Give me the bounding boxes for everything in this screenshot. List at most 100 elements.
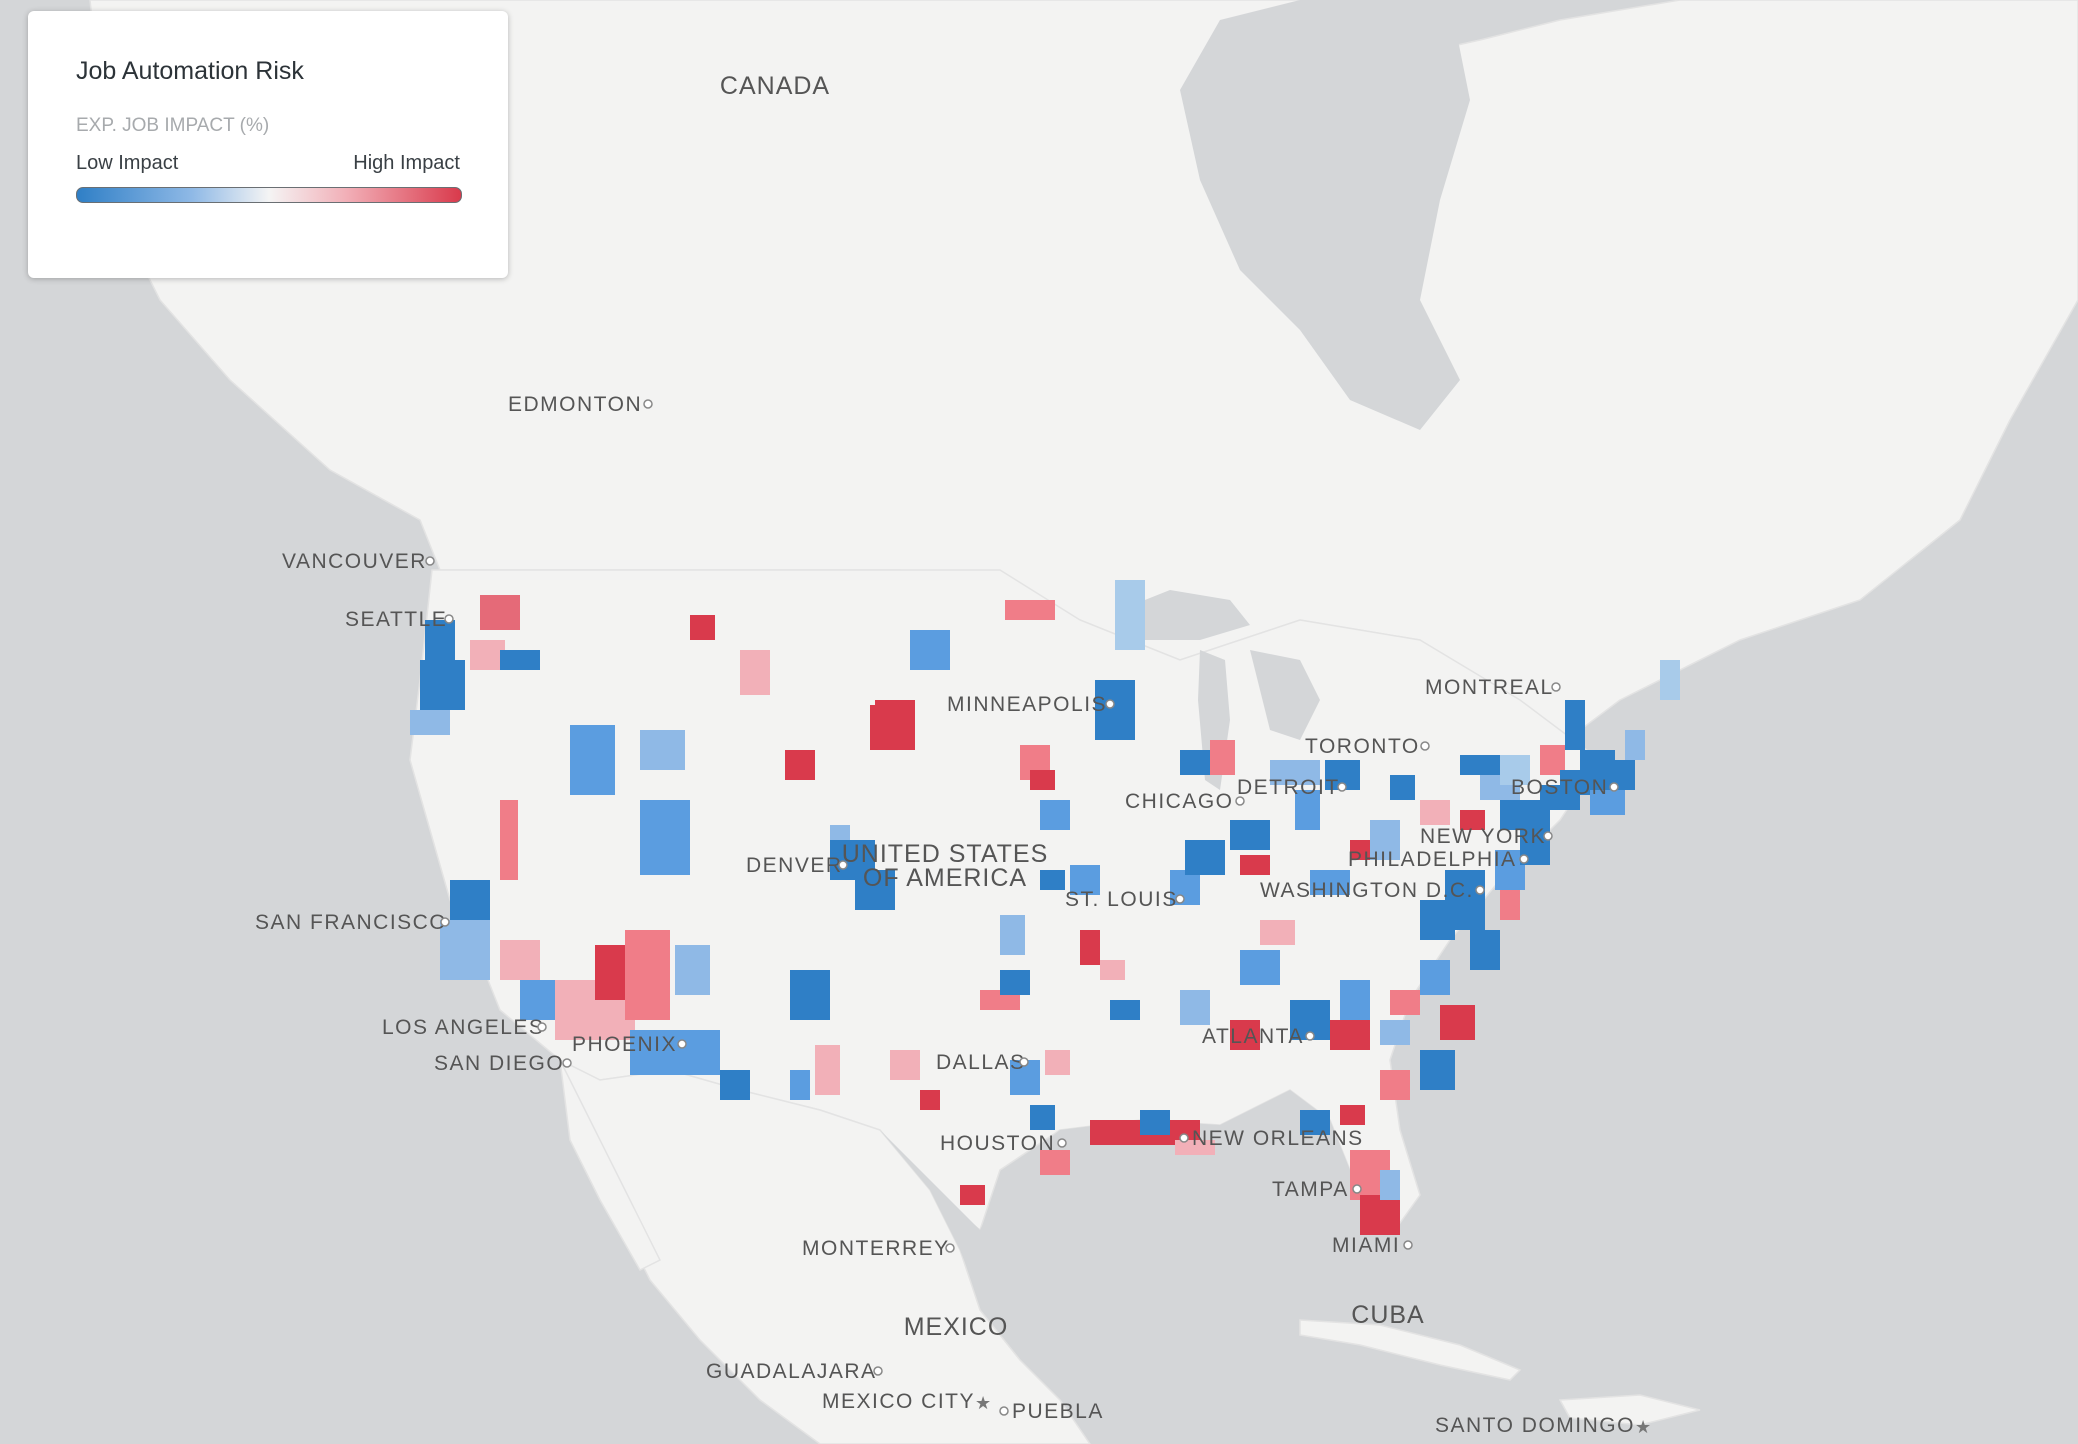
city-atlanta[interactable]: ATLANTA xyxy=(1202,1025,1315,1048)
city-guadalajara[interactable]: GUADALAJARA xyxy=(706,1360,883,1383)
city-label: MIAMI xyxy=(1332,1234,1400,1257)
region xyxy=(960,1185,985,1205)
region xyxy=(1340,1105,1365,1125)
city-toronto[interactable]: TORONTO xyxy=(1305,735,1430,758)
region xyxy=(1070,865,1100,895)
great-lakes-superior xyxy=(1120,590,1250,640)
city-san-francisco[interactable]: SAN FRANCISCO xyxy=(255,911,450,934)
city-st-louis[interactable]: ST. LOUIS xyxy=(1065,888,1185,911)
legend-high-label: High Impact xyxy=(353,152,460,174)
city-label: MINNEAPOLIS xyxy=(947,693,1107,716)
city-label: NEW YORK xyxy=(1420,825,1546,848)
region xyxy=(500,800,518,880)
city-san-diego[interactable]: SAN DIEGO xyxy=(434,1052,572,1075)
region xyxy=(1360,1195,1400,1235)
city-marker xyxy=(1609,782,1619,792)
region xyxy=(1000,915,1025,955)
hudson-bay xyxy=(1180,0,1470,430)
city-marker xyxy=(1519,854,1529,864)
city-detroit[interactable]: DETROIT xyxy=(1237,776,1347,799)
city-label: NEW ORLEANS xyxy=(1192,1127,1364,1150)
region xyxy=(1180,750,1210,775)
city-new-york[interactable]: NEW YORK xyxy=(1420,825,1553,848)
city-label: DETROIT xyxy=(1237,776,1340,799)
region xyxy=(1095,680,1135,740)
city-dallas[interactable]: DALLAS xyxy=(936,1051,1029,1074)
city-puebla[interactable]: PUEBLA xyxy=(999,1400,1104,1423)
region xyxy=(470,640,505,670)
region xyxy=(740,650,770,695)
cuba-island xyxy=(1299,1319,1522,1381)
great-lakes-huron xyxy=(1250,650,1320,740)
city-mexico-city[interactable]: MEXICO CITY ★ xyxy=(822,1390,991,1414)
region xyxy=(480,595,520,630)
city-washington-dc[interactable]: WASHINGTON D.C. xyxy=(1260,879,1485,902)
city-marker xyxy=(1179,1133,1189,1143)
country-label-canada: CANADA xyxy=(720,72,830,100)
city-los-angeles[interactable]: LOS ANGELES xyxy=(382,1016,547,1039)
city-marker xyxy=(537,1022,547,1032)
region xyxy=(1040,800,1070,830)
region xyxy=(785,750,815,780)
region xyxy=(1180,990,1210,1025)
city-boston[interactable]: BOSTON xyxy=(1511,776,1619,799)
region xyxy=(625,930,670,1020)
city-label: DALLAS xyxy=(936,1051,1026,1074)
city-marker xyxy=(444,614,454,624)
city-vancouver[interactable]: VANCOUVER xyxy=(282,550,435,573)
region xyxy=(1310,870,1350,895)
region xyxy=(1260,920,1295,945)
region xyxy=(450,880,490,920)
water-layer xyxy=(880,0,1470,1320)
city-marker xyxy=(425,556,435,566)
country-label-cuba: CUBA xyxy=(1351,1301,1424,1329)
region xyxy=(1100,960,1125,980)
city-denver[interactable]: DENVER xyxy=(746,854,848,877)
region xyxy=(1380,1020,1410,1045)
city-marker xyxy=(1019,1057,1029,1067)
city-santo-domingo[interactable]: SANTO DOMINGO ★ xyxy=(1435,1414,1651,1438)
city-label: VANCOUVER xyxy=(282,550,427,573)
region xyxy=(1270,760,1320,785)
city-seattle[interactable]: SEATTLE xyxy=(345,608,454,631)
city-new-orleans[interactable]: NEW ORLEANS xyxy=(1179,1127,1364,1150)
region xyxy=(790,1070,810,1100)
city-phoenix[interactable]: PHOENIX xyxy=(572,1033,687,1056)
country-label-mexico: MEXICO xyxy=(904,1313,1009,1341)
city-marker xyxy=(1475,885,1485,895)
city-tampa[interactable]: TAMPA xyxy=(1272,1178,1362,1201)
gulf-of-mexico xyxy=(880,1090,1395,1320)
city-miami[interactable]: MIAMI xyxy=(1332,1234,1413,1257)
city-label: ATLANTA xyxy=(1202,1025,1304,1048)
city-monterrey[interactable]: MONTERREY xyxy=(802,1237,955,1260)
region xyxy=(1460,755,1500,775)
city-label: SEATTLE xyxy=(345,608,447,631)
region xyxy=(1030,770,1055,790)
city-montreal[interactable]: MONTREAL xyxy=(1425,676,1561,699)
city-marker xyxy=(1337,782,1347,792)
city-label: WASHINGTON D.C. xyxy=(1260,879,1474,902)
region xyxy=(1380,1070,1410,1100)
region xyxy=(1500,890,1520,920)
city-chicago[interactable]: CHICAGO xyxy=(1125,790,1245,813)
baja-peninsula xyxy=(559,1059,662,1271)
city-minneapolis[interactable]: MINNEAPOLIS xyxy=(947,693,1115,716)
city-marker xyxy=(1235,796,1245,806)
region xyxy=(1370,820,1400,860)
city-houston[interactable]: HOUSTON xyxy=(940,1132,1067,1155)
city-philadelphia[interactable]: PHILADELPHIA xyxy=(1348,848,1529,871)
city-marker xyxy=(838,860,848,870)
city-edmonton[interactable]: EDMONTON xyxy=(508,393,653,416)
city-label: SAN FRANCISCO xyxy=(255,911,447,934)
city-marker xyxy=(1543,831,1553,841)
region xyxy=(1420,960,1450,995)
country-layer: CANADA UNITED STATES OF AMERICA MEXICO C… xyxy=(720,72,1424,1341)
city-marker xyxy=(643,399,653,409)
region xyxy=(920,1090,940,1110)
city-label: SANTO DOMINGO xyxy=(1435,1414,1635,1437)
city-label: PHILADELPHIA xyxy=(1348,848,1517,871)
city-layer: EDMONTON VANCOUVER SEATTLE MINNEAPOLIS M… xyxy=(255,393,1651,1438)
region xyxy=(1350,840,1370,860)
